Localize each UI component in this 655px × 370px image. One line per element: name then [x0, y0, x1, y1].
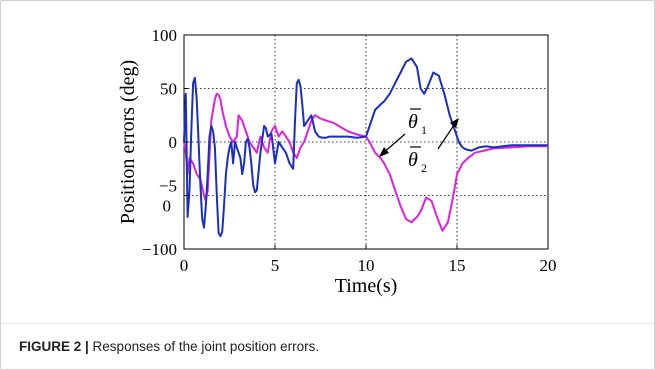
- x-tick-label: 0: [180, 256, 189, 275]
- x-axis-label: Time(s): [335, 275, 398, 297]
- x-tick-label: 5: [271, 256, 280, 275]
- y-tick-label: −100: [142, 240, 177, 259]
- y-tick-label: 0: [169, 133, 178, 152]
- annotation-theta2-arrow: [437, 121, 457, 150]
- annotation-theta1: θ 1: [379, 108, 427, 157]
- y-tick-label-line: −5: [159, 177, 177, 196]
- gridlines: [184, 35, 548, 249]
- series-line-2: [183, 92, 548, 232]
- caption-text: Responses of the joint position errors.: [88, 339, 320, 354]
- x-tick-label: 15: [449, 256, 466, 275]
- annotation-theta2-subscript: 2: [421, 161, 427, 175]
- annotation-theta1-arrowhead: [379, 147, 389, 157]
- annotation-theta1-label: θ: [408, 111, 418, 133]
- chart-area: 0 5 10 15 20 100 50 0 −5 0 −100 Time(s) Position e…: [1, 1, 655, 311]
- caption-label: FIGURE 2 |: [19, 339, 89, 354]
- y-tick-label-line: 0: [163, 197, 172, 216]
- annotation-theta2-arrowhead: [450, 118, 459, 128]
- figure-caption: FIGURE 2 | Responses of the joint positi…: [19, 339, 319, 354]
- series-lines: [183, 57, 548, 238]
- series-line-1: [183, 57, 548, 238]
- annotation-theta2: θ 2: [408, 118, 459, 175]
- x-tick-label: 10: [358, 256, 375, 275]
- y-axis-label: Position errors (deg): [117, 60, 139, 224]
- y-tick-label: −5 0: [159, 177, 177, 216]
- annotation-theta1-subscript: 1: [421, 123, 427, 137]
- y-tick-label: 50: [160, 80, 177, 99]
- caption-divider: [1, 323, 654, 324]
- y-tick-label: 100: [152, 26, 178, 45]
- tick-marks: [183, 34, 549, 250]
- x-tick-label: 20: [540, 256, 557, 275]
- annotation-theta2-label: θ: [408, 149, 418, 171]
